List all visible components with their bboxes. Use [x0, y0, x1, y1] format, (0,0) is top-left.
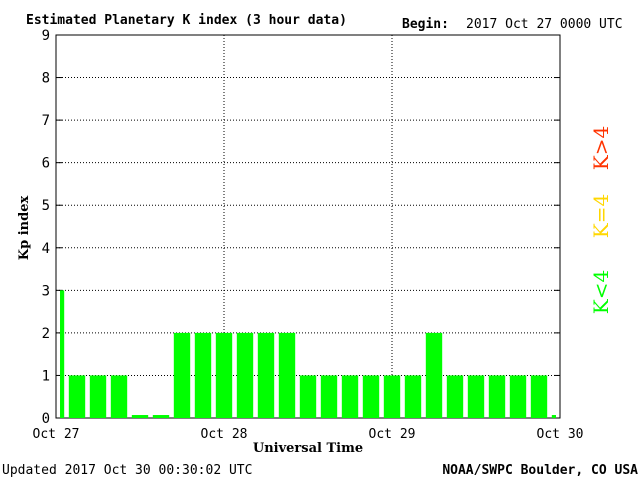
- y-tick-label: 6: [42, 156, 50, 172]
- kp-bar: [110, 375, 128, 418]
- kp-bar: [551, 415, 556, 418]
- kp-bar: [383, 375, 401, 418]
- kp-bar: [194, 332, 212, 418]
- y-tick-label: 7: [42, 113, 50, 129]
- kp-bar: [467, 375, 485, 418]
- source-credit: NOAA/SWPC Boulder, CO USA: [442, 463, 638, 478]
- x-tick-label: Oct 28: [201, 427, 248, 442]
- y-tick-label: 8: [42, 71, 50, 87]
- begin-label: Begin:: [402, 17, 449, 32]
- kp-bar: [362, 375, 380, 418]
- kp-bar: [425, 332, 443, 418]
- kp-bar: [60, 290, 65, 418]
- y-tick-label: 9: [42, 28, 50, 44]
- kp-bar: [68, 375, 86, 418]
- kp-bar: [509, 375, 527, 418]
- chart-title: Estimated Planetary K index (3 hour data…: [26, 13, 347, 28]
- plot-border: [55, 34, 561, 419]
- y-axis-label: Kp index: [17, 196, 32, 261]
- kp-bar: [299, 375, 317, 418]
- x-tick-label: Oct 29: [369, 427, 416, 442]
- legend-k-below-4: K<4: [589, 270, 613, 314]
- kp-bar: [215, 332, 233, 418]
- kp-bar: [152, 415, 170, 418]
- begin-value: 2017 Oct 27 0000 UTC: [466, 17, 623, 32]
- y-tick-label: 1: [42, 368, 50, 384]
- y-tick-label: 2: [42, 326, 50, 342]
- y-tick-label: 0: [42, 411, 50, 427]
- x-axis-label: Universal Time: [253, 441, 363, 456]
- kp-bar: [236, 332, 254, 418]
- kp-bar: [404, 375, 422, 418]
- kp-legend: K<4 K=4 K>4: [589, 126, 613, 314]
- kp-bar: [257, 332, 275, 418]
- kp-bar: [173, 332, 191, 418]
- x-tick-label: Oct 27: [33, 427, 80, 442]
- kp-bar: [530, 375, 548, 418]
- kp-bar: [89, 375, 107, 418]
- y-tick-label: 3: [42, 283, 50, 299]
- legend-k-equals-4: K=4: [589, 194, 613, 238]
- kp-bar: [278, 332, 296, 418]
- updated-timestamp: Updated 2017 Oct 30 00:30:02 UTC: [2, 463, 252, 478]
- plot-area: 0 1 2 3 4 5 6 7 8 9 Oct 27 Oct 28 Oct 29 Oct 30: [33, 28, 584, 442]
- kp-bar: [446, 375, 464, 418]
- kp-bar: [488, 375, 506, 418]
- y-tick-label: 4: [42, 241, 50, 257]
- kp-bar: [320, 375, 338, 418]
- legend-k-above-4: K>4: [589, 126, 613, 170]
- kp-bar: [341, 375, 359, 418]
- y-tick-label: 5: [42, 198, 50, 214]
- kp-bar: [131, 415, 149, 418]
- x-tick-label: Oct 30: [537, 427, 584, 442]
